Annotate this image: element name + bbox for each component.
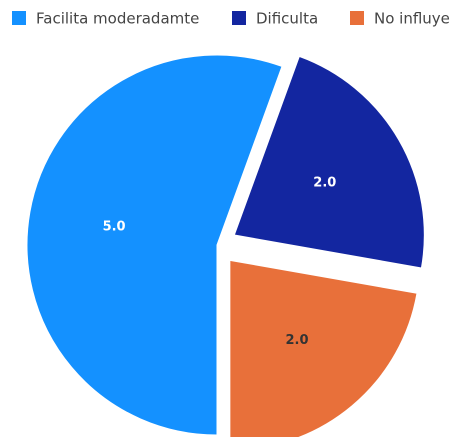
pie-slice — [26, 54, 283, 436]
legend-label: Dificulta — [256, 10, 318, 28]
legend-swatch — [350, 11, 364, 25]
data-label: 5.0 — [103, 219, 126, 234]
legend-label: No influye — [374, 10, 450, 28]
pie-slice — [229, 259, 418, 437]
legend-swatch — [232, 11, 246, 25]
data-label: 2.0 — [286, 333, 309, 348]
pie-slice — [233, 55, 425, 269]
legend-swatch — [12, 11, 26, 25]
data-label: 2.0 — [313, 175, 336, 190]
legend-label: Facilita moderadamte — [36, 10, 199, 28]
